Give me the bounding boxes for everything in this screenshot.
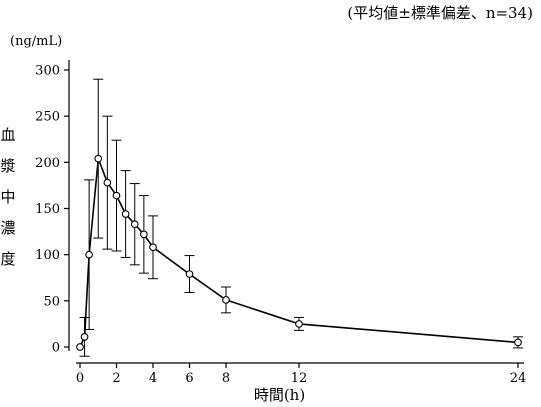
y-tick-label-0: 0 <box>52 341 60 356</box>
y-axis-unit: (ng/mL) <box>10 34 63 49</box>
y-tick-label-300: 300 <box>35 64 60 79</box>
data-markers <box>76 154 522 351</box>
data-point-24h <box>514 338 522 347</box>
x-tick-label-24: 24 <box>510 371 527 386</box>
data-point-12h <box>295 320 303 328</box>
x-axis-label: 時間(h) <box>253 386 306 404</box>
y-tick-label-100: 100 <box>35 248 60 263</box>
data-point-1.5h <box>103 178 112 187</box>
error-bars <box>79 78 523 357</box>
data-point-1h <box>94 154 103 163</box>
x-tick-label-8: 8 <box>222 371 230 386</box>
chart-note: (平均値±標準偏差、n=34) <box>347 4 533 22</box>
data-point-0h <box>76 343 84 351</box>
data-point-4h <box>149 243 157 252</box>
data-point-0.5h <box>85 250 93 259</box>
data-point-2.5h <box>121 210 130 218</box>
data-point-0.25h <box>80 332 89 341</box>
x-tick-label-12: 12 <box>291 371 308 386</box>
data-point-3h <box>130 220 139 229</box>
data-point-8h <box>222 296 230 304</box>
y-tick-label-200: 200 <box>35 156 60 171</box>
x-tick-label-4: 4 <box>149 371 157 386</box>
data-point-3.5h <box>140 230 148 239</box>
x-tick-label-6: 6 <box>185 371 193 386</box>
y-tick-label-150: 150 <box>35 202 60 217</box>
data-point-6h <box>185 270 194 278</box>
y-tick-label-50: 50 <box>43 294 60 309</box>
mean-concentration-line <box>79 158 519 348</box>
x-tick-label-0: 0 <box>76 371 84 386</box>
x-tick-label-2: 2 <box>112 371 120 386</box>
data-point-2h <box>112 191 121 200</box>
y-tick-label-250: 250 <box>35 110 60 125</box>
series-line <box>79 158 519 348</box>
y-axis-label: 血漿中濃度 <box>0 126 16 268</box>
